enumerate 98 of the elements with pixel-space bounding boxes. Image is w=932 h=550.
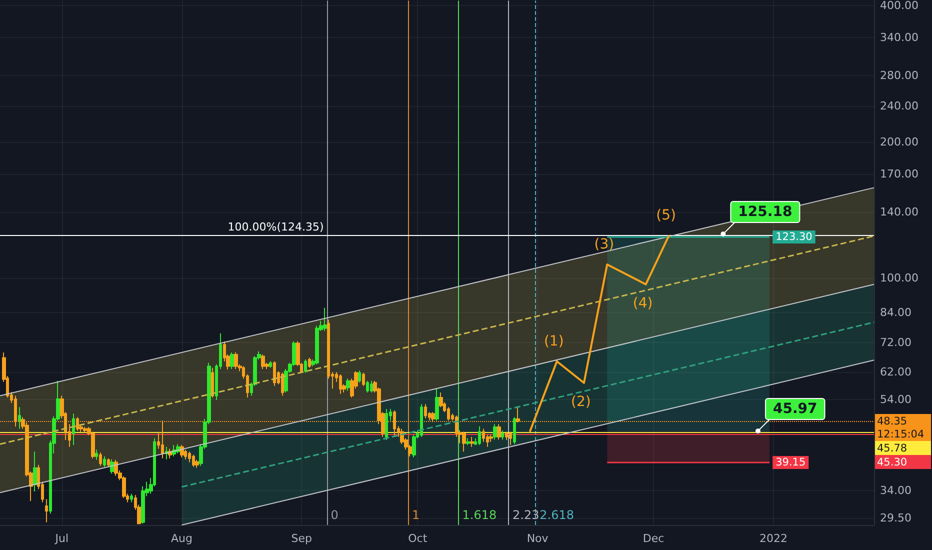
candlestick	[509, 431, 512, 446]
y-tick-label: 100.00	[880, 272, 918, 285]
candlestick	[346, 378, 350, 392]
candlestick	[107, 458, 110, 468]
candlestick	[470, 436, 474, 448]
candlestick	[431, 412, 435, 423]
x-tick-label: Jul	[54, 532, 69, 545]
candlestick	[493, 424, 497, 440]
candlestick	[130, 493, 133, 503]
candlestick	[273, 360, 276, 386]
ref-line-label: 2.23	[512, 508, 540, 522]
candlestick	[45, 498, 48, 523]
x-tick-label: Oct	[408, 532, 428, 545]
x-tick-label: Aug	[171, 532, 193, 545]
y-tick-label: 54.00	[880, 392, 912, 406]
line-series	[528, 234, 670, 433]
y-tick-label: 34.00	[880, 484, 912, 497]
candlestick	[195, 459, 199, 468]
candlestick	[505, 431, 508, 441]
ref-line-label: 2.618	[540, 508, 574, 522]
candlestick	[478, 426, 481, 446]
candlestick	[114, 459, 118, 476]
y-tick-label: 340.00	[880, 30, 918, 44]
candlestick	[230, 352, 234, 370]
ref-line-label: 0	[330, 508, 338, 522]
candlestick	[315, 325, 319, 365]
candlestick	[269, 360, 272, 368]
candlestick	[99, 452, 102, 466]
candlestick	[95, 449, 98, 460]
y-tick-label: 170.00	[880, 167, 918, 180]
annotation: 125.18	[738, 204, 792, 220]
y-tick-label: 72.00	[880, 336, 912, 350]
candlestick	[412, 434, 416, 458]
y-tick-label: 200.00	[880, 135, 918, 148]
y-tick-label: 84.00	[880, 306, 912, 319]
data-label: 39.15	[776, 456, 806, 469]
candlestick	[339, 374, 342, 394]
candlestick	[513, 416, 516, 445]
candlestick	[362, 372, 365, 386]
y-tick-label: 280.00	[880, 69, 918, 82]
candlestick	[281, 372, 284, 396]
y-tick-label: 400.00	[880, 0, 918, 12]
candlestick	[323, 307, 327, 332]
y-tick-label: 140.00	[880, 205, 918, 218]
candlestick	[110, 458, 114, 474]
ref-line-label: 1.618	[462, 508, 497, 522]
candlestick	[76, 416, 79, 432]
ref-line-label: 45.78	[877, 442, 908, 455]
candlestick	[393, 410, 396, 438]
y-tick-label: 62.00	[880, 366, 912, 379]
candlestick	[439, 392, 443, 408]
annotation: (2)	[571, 394, 591, 410]
candlestick	[211, 367, 214, 398]
candlestick	[366, 380, 369, 394]
x-tick-label: 2022	[759, 532, 788, 545]
candlestick	[358, 370, 361, 384]
candlestick	[501, 430, 504, 440]
candlestick	[192, 454, 195, 468]
y-tick-label: 240.00	[880, 99, 918, 112]
candlestick	[261, 354, 265, 370]
candlestick	[141, 486, 145, 524]
candlestick	[33, 451, 37, 492]
data-label: 123.30	[776, 230, 812, 243]
candlestick	[188, 451, 191, 463]
candlestick	[370, 380, 373, 394]
candlestick	[462, 431, 466, 452]
candlestick	[385, 408, 388, 441]
candlestick	[516, 406, 520, 423]
ref-line-label: 45.30	[877, 456, 908, 469]
candlestick	[161, 420, 164, 459]
annotation: 45.97	[772, 400, 818, 417]
annotation: (3)	[594, 236, 614, 252]
y-tick-label: 29.50	[880, 512, 912, 525]
annotation: (1)	[544, 333, 564, 350]
candlestick	[184, 449, 187, 460]
x-tick-label: Nov	[526, 532, 549, 545]
candlestick	[72, 413, 75, 446]
candlestick	[466, 438, 470, 446]
candlestick	[424, 404, 427, 419]
candlestick	[18, 406, 21, 430]
x-tick-label: Sep	[291, 532, 312, 545]
candlestick	[103, 456, 106, 468]
candlestick	[447, 406, 450, 421]
ref-line-label: 48.35 12:15:04	[877, 416, 924, 441]
annotation: (5)	[656, 207, 676, 224]
x-tick-label: Dec	[642, 532, 664, 545]
candlestick	[308, 357, 311, 368]
candlestick	[83, 426, 87, 434]
candlestick	[14, 395, 17, 428]
candlestick	[435, 388, 439, 421]
candlestick	[91, 431, 95, 459]
annotation: 100.00%(124.35)	[228, 220, 324, 234]
annotation: (4)	[632, 295, 653, 312]
candlestick	[304, 359, 307, 374]
candlestick	[234, 352, 238, 370]
candlestick	[420, 404, 423, 438]
candlestick	[497, 424, 501, 440]
ref-line-label: 1	[412, 508, 420, 522]
